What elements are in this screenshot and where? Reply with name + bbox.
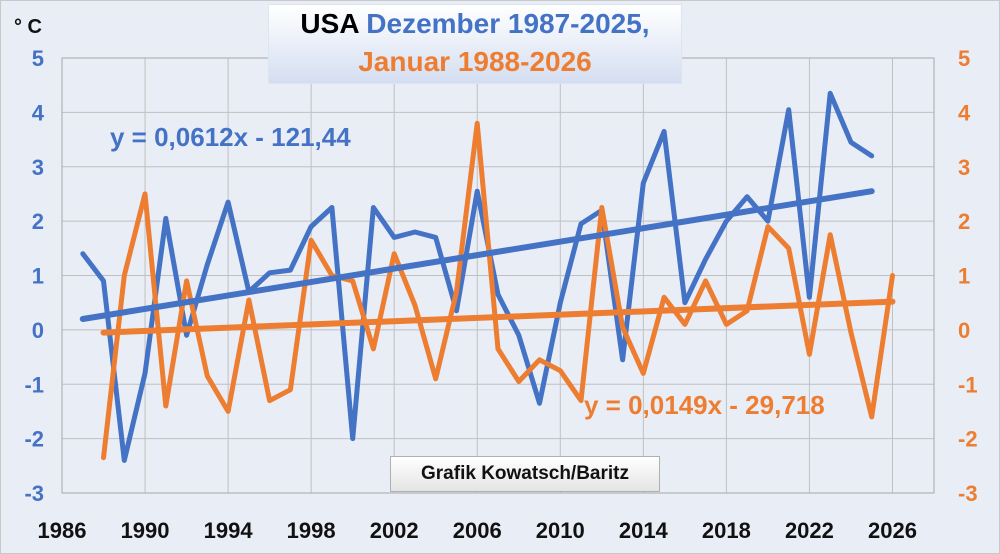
y-tick-left: 5 <box>32 46 44 71</box>
y-tick-right: 0 <box>958 318 970 343</box>
x-tick: 2014 <box>619 518 669 543</box>
x-tick: 1994 <box>204 518 254 543</box>
y-tick-right: 3 <box>958 155 970 180</box>
y-tick-right: 4 <box>958 100 971 125</box>
x-tick: 1986 <box>38 518 87 543</box>
chart-title: USA Dezember 1987-2025, Januar 1988-2026 <box>268 4 682 84</box>
y-tick-right: -3 <box>958 481 978 506</box>
x-tick: 1990 <box>121 518 170 543</box>
x-tick: 2018 <box>702 518 751 543</box>
axis-ticks: -3 -3 -2 -2 -1 -1 0 0 1 1 2 2 3 3 4 4 5 5 1986 1990 1994 1998… <box>24 46 977 543</box>
y-tick-right: 2 <box>958 209 970 234</box>
trend-line-0 <box>79 188 875 322</box>
series-layer <box>79 90 896 463</box>
x-tick: 2010 <box>536 518 585 543</box>
x-tick: 2026 <box>868 518 917 543</box>
title-part-januar: Januar 1988-2026 <box>358 46 592 77</box>
y-tick-left: -2 <box>24 427 44 452</box>
title-part-dezember: Dezember 1987-2025, <box>358 8 650 39</box>
unit-label: ° C <box>14 16 42 38</box>
y-tick-right: 1 <box>958 264 970 289</box>
series-line-1 <box>101 120 895 461</box>
title-part-usa: USA <box>300 8 359 39</box>
y-tick-left: 1 <box>32 264 44 289</box>
y-tick-left: 2 <box>32 209 44 234</box>
y-tick-right: 5 <box>958 46 970 71</box>
trend-line-1 <box>100 298 896 336</box>
x-tick: 2006 <box>453 518 502 543</box>
series-line-0 <box>80 90 875 463</box>
x-tick: 2002 <box>370 518 419 543</box>
x-tick: 2022 <box>785 518 834 543</box>
y-tick-left: -1 <box>24 372 44 397</box>
y-tick-left: -3 <box>24 481 44 506</box>
y-tick-left: 0 <box>32 318 44 343</box>
grid-lines <box>61 57 935 494</box>
x-tick: 1998 <box>287 518 336 543</box>
trend-equation-dezember: y = 0,0612x - 121,44 <box>110 122 351 152</box>
y-tick-left: 3 <box>32 155 44 180</box>
trend-equation-januar: y = 0,0149x - 29,718 <box>584 390 825 420</box>
y-tick-right: -2 <box>958 427 978 452</box>
credit-label: Grafik Kowatsch/Baritz <box>390 456 660 492</box>
y-tick-left: 4 <box>32 100 45 125</box>
y-tick-right: -1 <box>958 372 978 397</box>
